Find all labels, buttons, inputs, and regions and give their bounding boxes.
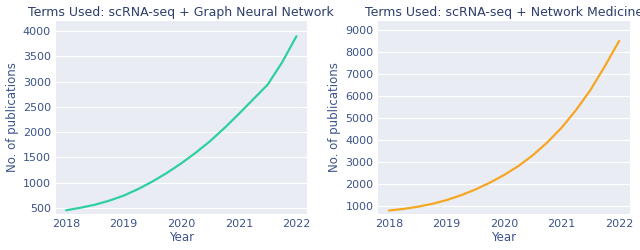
X-axis label: Year: Year [169, 232, 194, 244]
Y-axis label: No. of publications: No. of publications [328, 62, 341, 172]
Title: Terms Used: scRNA-seq + Graph Neural Network: Terms Used: scRNA-seq + Graph Neural Net… [28, 6, 334, 18]
Y-axis label: No. of publications: No. of publications [6, 62, 19, 172]
Title: Terms Used: scRNA-seq + Network Medicine: Terms Used: scRNA-seq + Network Medicine [365, 6, 640, 18]
X-axis label: Year: Year [492, 232, 516, 244]
